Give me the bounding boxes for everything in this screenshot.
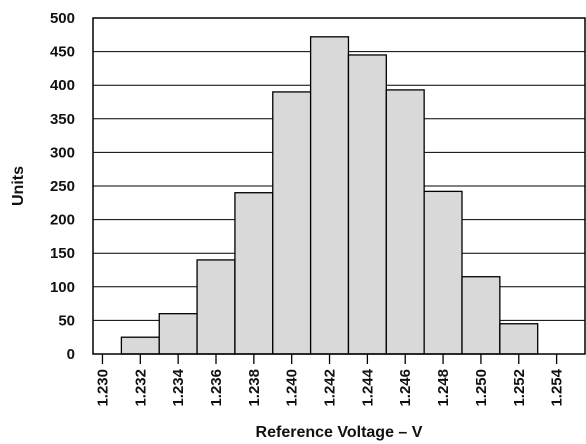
bars <box>120 36 539 355</box>
y-tick-label: 350 <box>50 111 75 128</box>
y-tick-label: 500 <box>50 10 75 27</box>
x-tick-label: 1.240 <box>284 369 301 407</box>
histogram-bar <box>385 89 425 355</box>
histogram-bar <box>499 323 539 355</box>
histogram-bar <box>461 276 501 355</box>
y-tick-labels: 0 50 100 150 200 250 300 350 400 450 500 <box>50 10 75 363</box>
axis-ticks <box>101 354 558 364</box>
y-tick-label: 50 <box>58 312 75 329</box>
x-tick-label: 1.254 <box>549 368 566 406</box>
histogram-bar <box>158 313 198 355</box>
y-tick-label: 100 <box>50 279 75 296</box>
y-tick-label: 0 <box>67 346 75 363</box>
y-tick-label: 250 <box>50 178 75 195</box>
x-tick-label: 1.246 <box>397 369 414 407</box>
histogram-bar <box>347 54 387 355</box>
x-tick-label: 1.252 <box>511 369 528 407</box>
x-tick-label: 1.250 <box>473 369 490 407</box>
plot-frame <box>92 17 586 355</box>
x-tick-label: 1.244 <box>359 368 376 406</box>
x-tick-label: 1.234 <box>170 368 187 406</box>
histogram-bar <box>423 190 463 355</box>
x-tick-label: 1.232 <box>132 369 149 407</box>
x-tick-label: 1.230 <box>94 369 111 407</box>
y-tick-label: 150 <box>50 245 75 262</box>
y-tick-label: 400 <box>50 77 75 94</box>
x-tick-label: 1.242 <box>322 369 339 407</box>
x-tick-label: 1.248 <box>435 369 452 407</box>
x-axis-title: Reference Voltage – V <box>256 424 423 441</box>
histogram-bar <box>120 336 160 355</box>
x-tick-label: 1.236 <box>208 369 225 407</box>
histogram-bar <box>272 91 312 355</box>
x-tick-label: 1.238 <box>246 369 263 407</box>
y-tick-label: 300 <box>50 144 75 161</box>
histogram-bar <box>196 259 236 355</box>
y-tick-label: 450 <box>50 44 75 61</box>
x-tick-labels: 1.230 1.232 1.234 1.236 1.238 1.240 1.242 1.244… <box>94 368 565 406</box>
histogram-bar <box>309 36 350 355</box>
y-tick-label: 200 <box>50 212 75 229</box>
y-axis-title: Units <box>10 166 27 206</box>
histogram-bar <box>234 192 274 355</box>
